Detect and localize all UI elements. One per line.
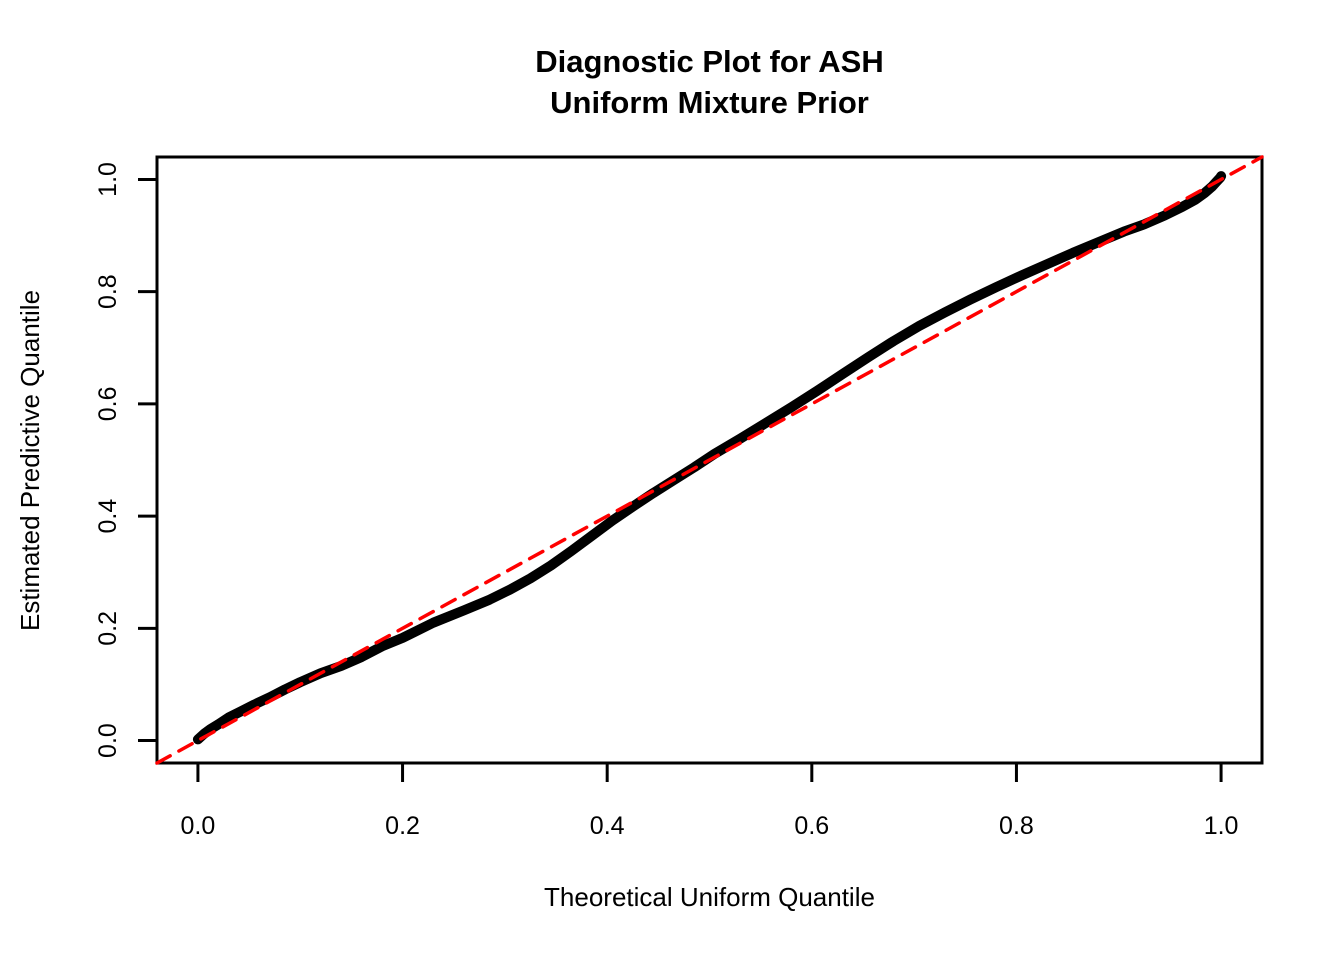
x-tick-label: 0.6 [794,812,829,840]
chart-title-line1: Diagnostic Plot for ASH [535,44,884,79]
chart-title-line2: Uniform Mixture Prior [550,85,869,120]
x-axis-label: Theoretical Uniform Quantile [544,882,875,912]
y-tick-label: 0.6 [94,387,122,422]
y-tick-label: 1.0 [94,162,122,197]
x-tick-label: 0.4 [590,812,625,840]
y-tick-label: 0.0 [94,723,122,758]
x-tick-label: 0.8 [999,812,1034,840]
y-axis-label-box: Estimated Predictive Quantile [8,157,54,763]
identity-reference-line [155,155,1264,765]
x-tick-label: 1.0 [1204,812,1239,840]
y-tick-label: 0.4 [94,499,122,534]
y-tick-label: 0.2 [94,611,122,646]
chart-title: Diagnostic Plot for ASH Uniform Mixture … [157,41,1262,123]
estimated-predictive-quantile-curve [192,171,1227,745]
x-tick-label: 0.0 [181,812,216,840]
y-tick-label: 0.8 [94,274,122,309]
x-tick-label: 0.2 [385,812,420,840]
y-axis-label: Estimated Predictive Quantile [15,289,46,631]
plot-box [155,155,1264,765]
